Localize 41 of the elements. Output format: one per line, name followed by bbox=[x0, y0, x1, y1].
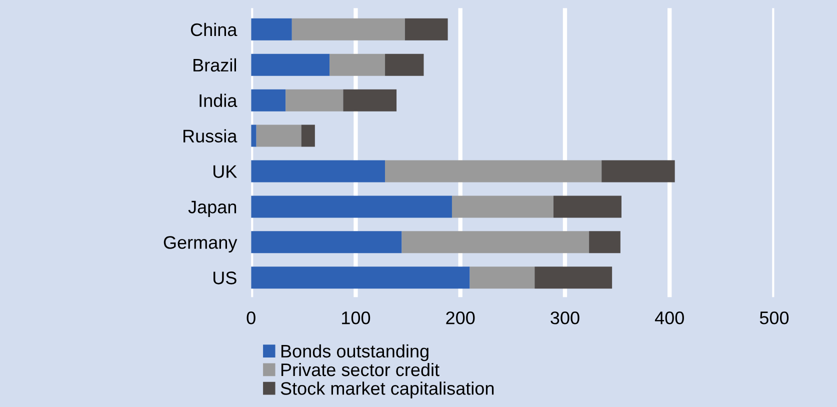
bar bbox=[553, 196, 622, 218]
bar bbox=[602, 160, 675, 182]
bar bbox=[402, 231, 590, 254]
bar bbox=[343, 89, 397, 112]
legend-label: Stock market capitalisation bbox=[280, 382, 494, 398]
bar bbox=[330, 54, 386, 76]
bar bbox=[589, 231, 620, 254]
bar bbox=[251, 160, 386, 182]
bar bbox=[251, 124, 256, 147]
legend-label: Bonds outstanding bbox=[281, 344, 428, 362]
legend-label: Private sector credit bbox=[281, 362, 440, 376]
bar bbox=[385, 54, 424, 76]
y-tick-label: Germany bbox=[164, 236, 238, 252]
y-tick-label: UK bbox=[214, 165, 238, 178]
bar bbox=[470, 266, 535, 289]
bar bbox=[256, 124, 302, 147]
bar bbox=[286, 89, 344, 112]
bar bbox=[251, 231, 402, 254]
x-tick-label: 0 bbox=[246, 311, 256, 324]
x-tick-label: 200 bbox=[446, 311, 475, 324]
bar bbox=[385, 160, 602, 182]
bar bbox=[251, 196, 452, 218]
bar bbox=[301, 124, 315, 147]
y-tick-label: Brazil bbox=[194, 58, 236, 72]
y-tick-label: US bbox=[214, 272, 236, 284]
x-tick-label: 400 bbox=[654, 311, 684, 324]
bar bbox=[251, 18, 292, 40]
y-tick-label: Japan bbox=[188, 200, 236, 217]
x-tick-label: 300 bbox=[550, 311, 580, 324]
bar bbox=[452, 196, 554, 218]
y-tick-label: India bbox=[200, 94, 238, 108]
y-tick-label: China bbox=[190, 22, 238, 36]
bar bbox=[292, 18, 405, 40]
bar bbox=[251, 54, 330, 76]
y-tick-label: Russia bbox=[184, 129, 238, 143]
bar bbox=[251, 266, 470, 289]
bar bbox=[251, 89, 286, 112]
bar bbox=[534, 266, 612, 289]
bar bbox=[404, 18, 448, 40]
x-tick-label: 100 bbox=[342, 311, 370, 324]
x-tick-label: 500 bbox=[760, 311, 789, 324]
